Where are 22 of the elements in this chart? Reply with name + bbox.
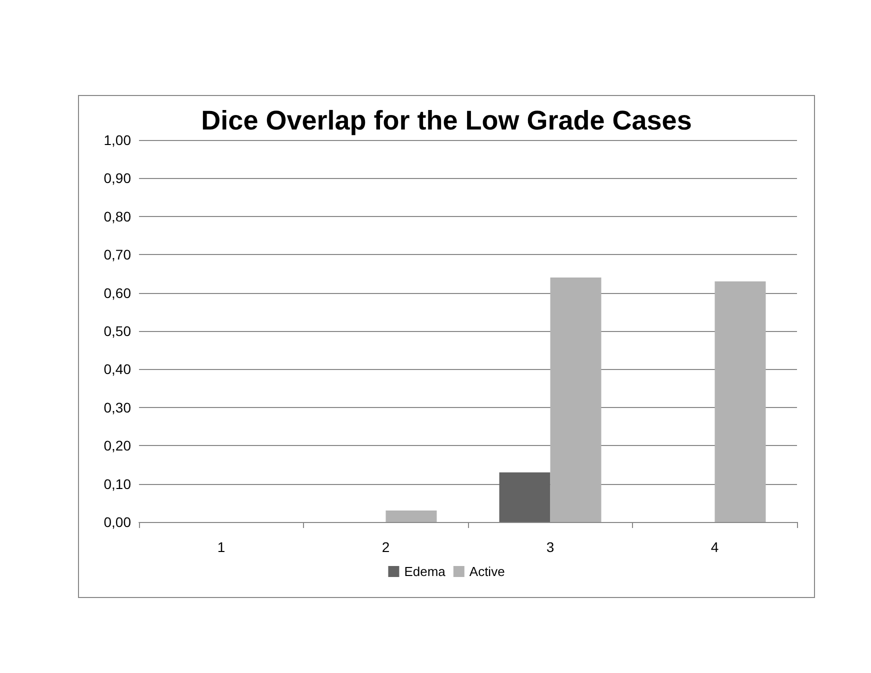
y-tick-label: 0,60 xyxy=(104,284,132,301)
y-tick-label: 0,20 xyxy=(104,438,132,454)
bar xyxy=(499,472,550,522)
legend-label: Edema xyxy=(404,564,446,579)
y-tick-label: 0,40 xyxy=(104,361,132,378)
x-tick-label: 4 xyxy=(710,539,719,555)
bar xyxy=(386,510,437,522)
y-tick-label: 0,70 xyxy=(104,246,132,263)
legend-label: Active xyxy=(469,564,505,579)
x-tick-label: 2 xyxy=(382,539,390,555)
y-tick-label: 0,90 xyxy=(104,170,132,186)
x-tick-label: 3 xyxy=(546,539,554,555)
y-tick-label: 0,30 xyxy=(104,399,132,416)
bar xyxy=(550,278,602,522)
y-tick-label: 0,50 xyxy=(104,323,132,339)
x-tick-label: 1 xyxy=(217,539,226,555)
chart-title: Dice Overlap for the Low Grade Cases xyxy=(201,106,692,136)
bar xyxy=(714,281,766,522)
y-tick-label: 0,00 xyxy=(104,514,132,530)
y-tick-label: 1,00 xyxy=(104,132,132,148)
y-tick-label: 0,80 xyxy=(104,208,132,224)
y-tick-label: 0,10 xyxy=(104,476,132,492)
